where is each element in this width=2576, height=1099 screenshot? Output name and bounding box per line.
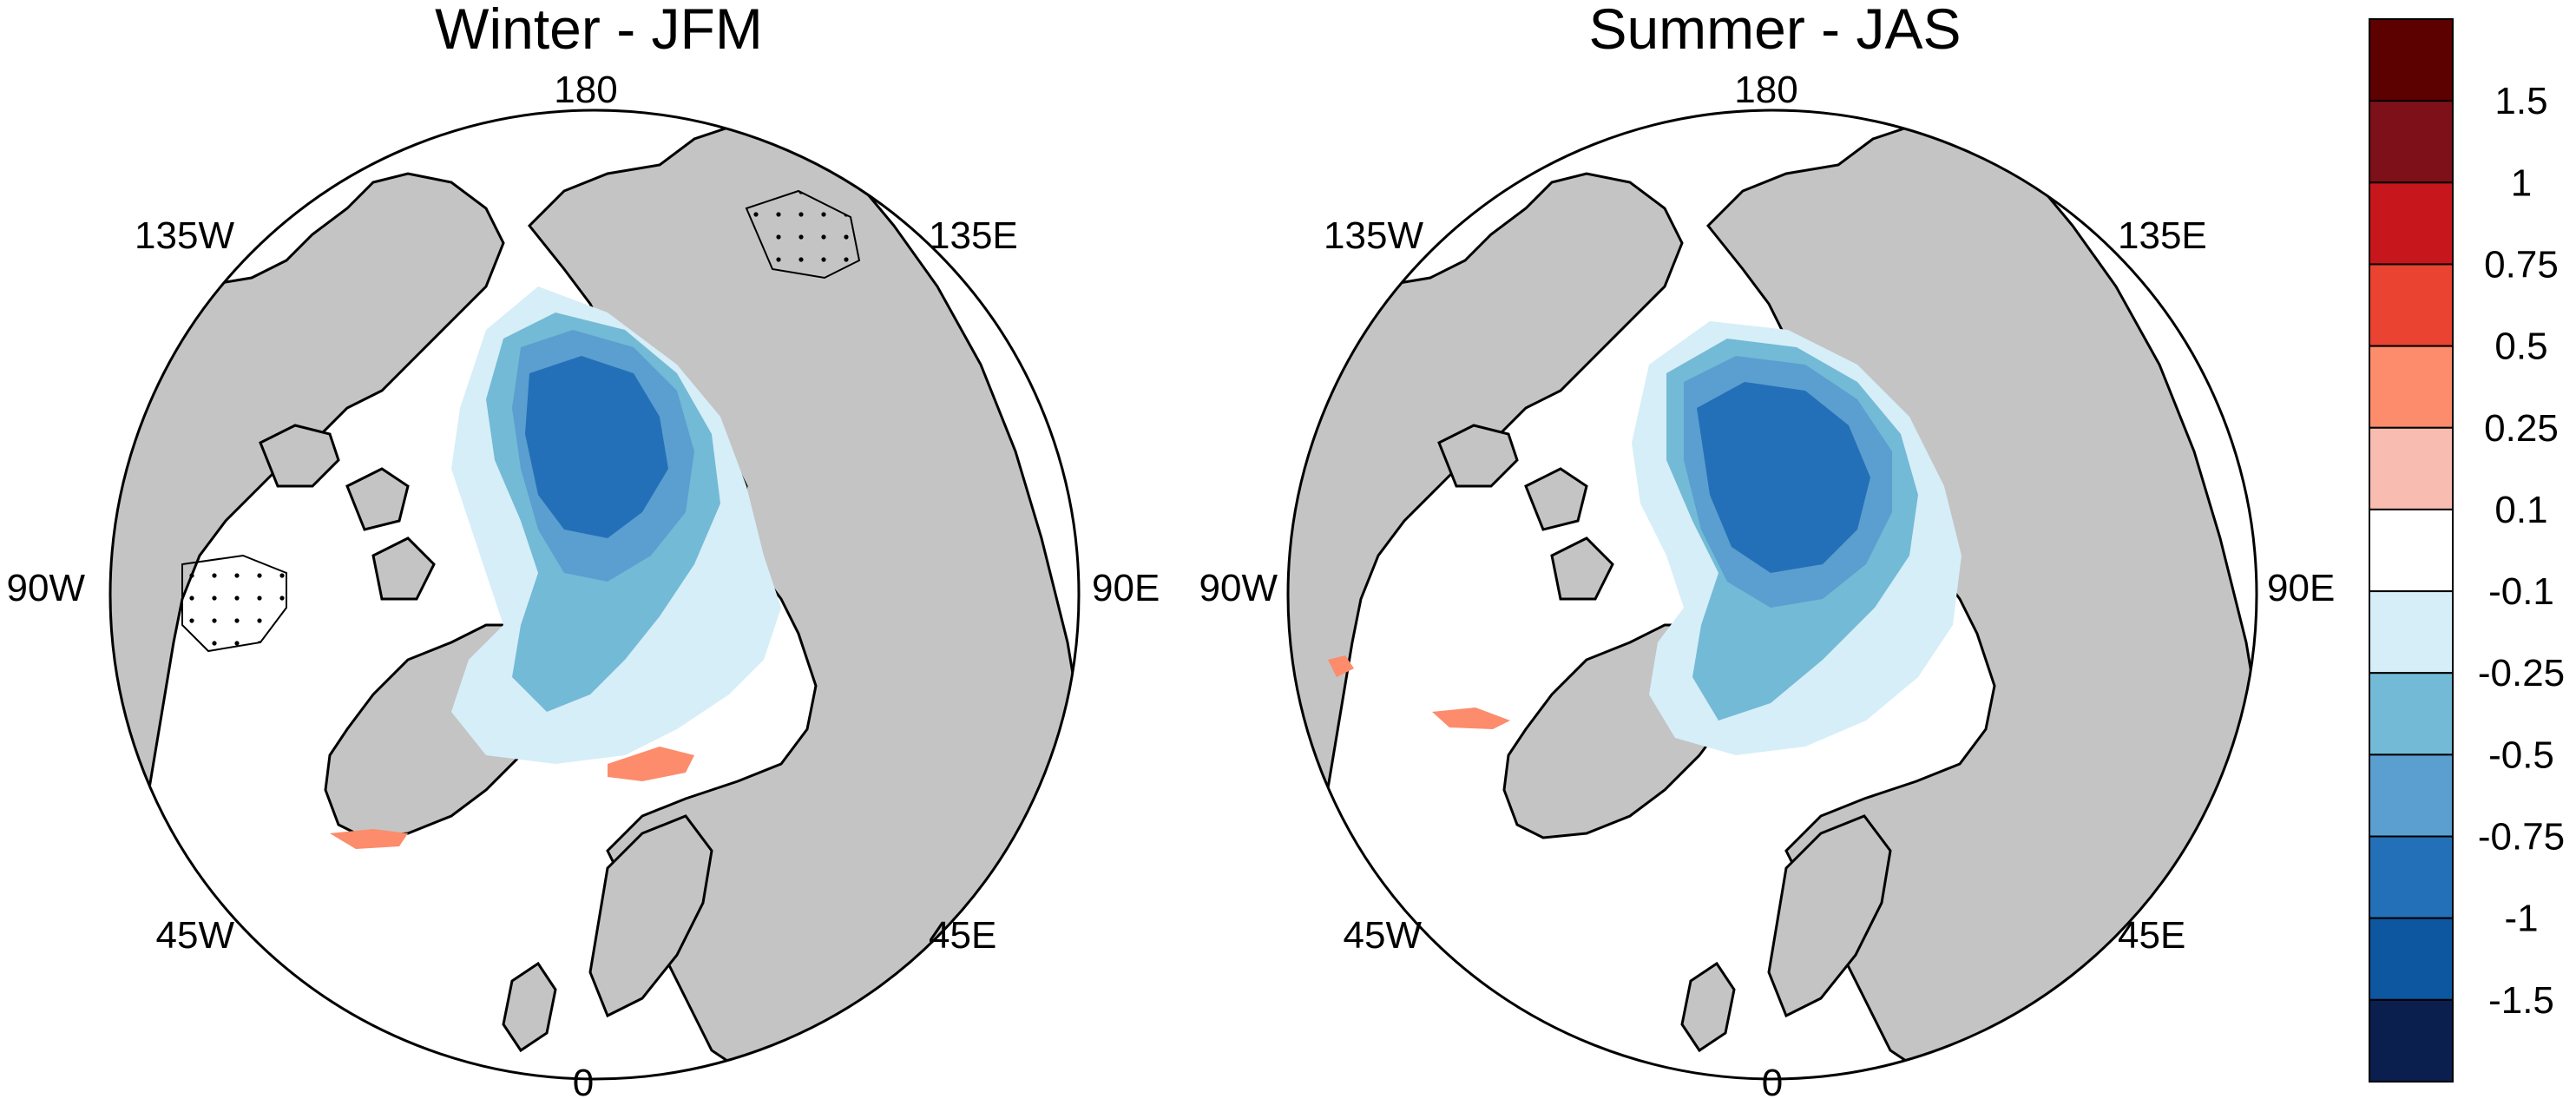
summer-lon-label-45w: 45W (1344, 914, 1423, 957)
winter-lon-label-45w: 45W (156, 914, 235, 957)
colorbar-tick-label: 1 (2511, 161, 2532, 204)
colorbar-swatch (2369, 672, 2454, 756)
winter-polar-map (110, 110, 1079, 1079)
winter-lon-label-90e: 90E (1092, 567, 1160, 609)
winter-map-border (108, 109, 1081, 1081)
colorbar-swatch (2369, 754, 2454, 838)
winter-significance-stipple (181, 189, 861, 653)
winter-field-075 (525, 356, 668, 538)
winter-lon-label-180: 180 (554, 69, 617, 111)
winter-panel-title: Winter - JFM (435, 0, 763, 61)
colorbar-tick-label: -0.75 (2478, 816, 2565, 859)
colorbar-swatch (2369, 426, 2454, 510)
colorbar-tick-label: -0.1 (2488, 570, 2554, 613)
summer-lon-label-135e: 135E (2118, 214, 2207, 257)
colorbar-tick-label: -0.5 (2488, 734, 2554, 776)
summer-panel: Summer - JAS 180 135W 135E 90W 90E 45W 4… (1199, 0, 2336, 1099)
colorbar-tick-label: 0.5 (2494, 326, 2547, 368)
summer-lon-label-90w: 90W (1199, 567, 1278, 609)
colorbar-tick-label: -1 (2504, 898, 2538, 940)
summer-field-positive (1328, 655, 1510, 729)
colorbar-tick-label: 1.5 (2494, 80, 2547, 122)
colorbar-swatch (2369, 590, 2454, 675)
colorbar-tick-label: 0.25 (2484, 407, 2559, 450)
colorbar-swatch (2369, 508, 2454, 593)
colorbar-swatch (2369, 181, 2454, 266)
colorbar-swatch (2369, 835, 2454, 919)
winter-scandinavia-land (588, 814, 713, 1018)
summer-lon-label-180: 180 (1734, 69, 1797, 111)
colorbar-tick-label: 0.1 (2494, 489, 2547, 531)
colorbar-swatch (2369, 998, 2454, 1083)
summer-panel-title: Summer - JAS (1588, 0, 1961, 61)
colorbar-tick-label: 0.75 (2484, 243, 2559, 286)
summer-lon-label-90e: 90E (2267, 567, 2335, 609)
winter-field-positive (330, 747, 694, 849)
winter-lon-label-45e: 45E (929, 914, 996, 957)
winter-lon-label-135w: 135W (135, 214, 234, 257)
summer-scandinavia-land (1767, 814, 1892, 1018)
summer-british-isles-land (1680, 961, 1736, 1053)
colorbar-swatch (2369, 100, 2454, 184)
colorbar-tick-label: -1.5 (2488, 979, 2554, 1022)
winter-lon-label-90w: 90W (7, 567, 86, 609)
summer-north-america-land (1288, 172, 1684, 845)
colorbar-swatch (2369, 18, 2454, 102)
summer-lon-label-135w: 135W (1324, 214, 1423, 257)
summer-lon-label-45e: 45E (2118, 914, 2185, 957)
colorbar-swatch (2369, 345, 2454, 429)
colorbar: 1.5 1 0.75 0.5 0.25 0.1 -0.1 -0.25 -0.5 -0.75 -1 -1… (2369, 18, 2565, 1083)
summer-polar-map (1288, 110, 2257, 1079)
summer-map-border (1286, 109, 2258, 1081)
colorbar-tick-label: -0.25 (2478, 652, 2565, 694)
summer-field-075 (1697, 382, 1870, 573)
summer-canadian-islands (1437, 424, 1614, 601)
colorbar-swatch (2369, 917, 2454, 1001)
winter-lon-label-135e: 135E (929, 214, 1018, 257)
winter-north-america-land (110, 172, 505, 845)
winter-british-isles-land (502, 961, 557, 1053)
summer-lon-label-0: 0 (1762, 1062, 1783, 1099)
winter-panel: Winter - JFM 180 (7, 0, 1160, 1099)
colorbar-swatch (2369, 263, 2454, 347)
winter-lon-label-0: 0 (573, 1062, 594, 1099)
winter-canadian-islands (259, 424, 436, 601)
